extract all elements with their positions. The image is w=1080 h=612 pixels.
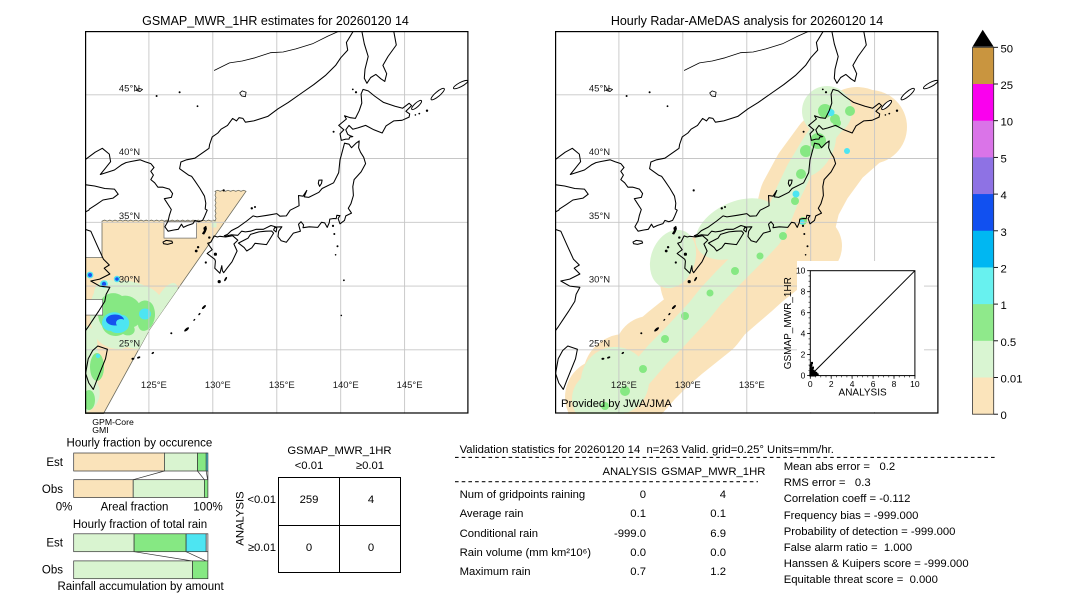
- svg-text:4: 4: [801, 329, 806, 339]
- svg-text:6: 6: [801, 308, 806, 318]
- svg-text:1: 1: [1001, 300, 1007, 312]
- svg-text:35°N: 35°N: [119, 211, 140, 222]
- svg-text:0: 0: [808, 379, 813, 389]
- svg-text:2: 2: [1001, 263, 1007, 275]
- svg-text:Rainfall accumulation by amoun: Rainfall accumulation by amount: [57, 581, 224, 593]
- svg-text:Est: Est: [46, 457, 63, 469]
- svg-text:45°N: 45°N: [119, 84, 140, 95]
- svg-text:Obs: Obs: [42, 484, 63, 496]
- svg-text:10: 10: [796, 266, 806, 276]
- svg-text:130°E: 130°E: [675, 381, 701, 392]
- svg-text:0: 0: [801, 371, 806, 381]
- svg-text:10: 10: [1001, 117, 1014, 129]
- svg-text:Est: Est: [46, 538, 63, 550]
- svg-text:100%: 100%: [193, 502, 222, 514]
- svg-text:25°N: 25°N: [119, 339, 140, 350]
- svg-text:45°N: 45°N: [589, 84, 610, 95]
- svg-text:0: 0: [1001, 410, 1007, 422]
- svg-text:25°N: 25°N: [589, 339, 610, 350]
- svg-text:Areal fraction: Areal fraction: [101, 502, 169, 514]
- svg-text:130°E: 130°E: [205, 381, 231, 392]
- svg-text:0.01: 0.01: [1001, 374, 1023, 386]
- svg-text:8: 8: [892, 379, 897, 389]
- svg-text:125°E: 125°E: [611, 381, 637, 392]
- svg-text:0.5: 0.5: [1001, 337, 1017, 349]
- svg-text:40°N: 40°N: [589, 147, 610, 158]
- svg-text:4: 4: [850, 379, 855, 389]
- svg-text:4: 4: [1001, 190, 1007, 202]
- svg-text:10: 10: [910, 379, 920, 389]
- svg-text:125°E: 125°E: [141, 381, 167, 392]
- svg-text:GSMAP_MWR_1HR: GSMAP_MWR_1HR: [783, 278, 794, 370]
- svg-text:Hourly fraction by occurence: Hourly fraction by occurence: [67, 438, 213, 450]
- svg-text:135°E: 135°E: [269, 381, 295, 392]
- svg-text:35°N: 35°N: [589, 211, 610, 222]
- svg-text:2: 2: [801, 350, 806, 360]
- svg-text:6: 6: [871, 379, 876, 389]
- svg-text:8: 8: [801, 287, 806, 297]
- svg-text:ANALYSIS: ANALYSIS: [839, 388, 887, 399]
- svg-text:2: 2: [829, 379, 834, 389]
- svg-text:3: 3: [1001, 227, 1007, 239]
- svg-text:25: 25: [1001, 80, 1014, 92]
- svg-text:50: 50: [1001, 43, 1014, 55]
- svg-text:30°N: 30°N: [119, 275, 140, 286]
- svg-text:Obs: Obs: [42, 565, 63, 577]
- svg-text:140°E: 140°E: [333, 381, 359, 392]
- svg-text:0%: 0%: [56, 502, 73, 514]
- svg-text:Hourly fraction of total rain: Hourly fraction of total rain: [73, 519, 207, 531]
- svg-text:Provided by JWA/JMA: Provided by JWA/JMA: [561, 398, 672, 410]
- svg-text:135°E: 135°E: [739, 381, 765, 392]
- svg-text:30°N: 30°N: [589, 275, 610, 286]
- svg-text:145°E: 145°E: [397, 381, 423, 392]
- svg-text:40°N: 40°N: [119, 147, 140, 158]
- svg-text:5: 5: [1001, 153, 1007, 165]
